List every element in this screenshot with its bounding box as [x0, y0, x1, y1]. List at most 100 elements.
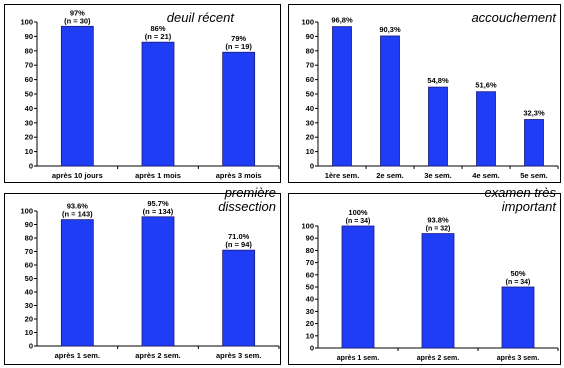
y-tick-label-2-40: 40 — [25, 288, 33, 297]
y-tick-label-3-80: 80 — [306, 246, 314, 255]
chart-title-2: dissection — [218, 199, 276, 214]
bar-3-0 — [341, 225, 375, 349]
x-tick-label-3-1: après 2 sem. — [417, 355, 459, 362]
x-tick-label-3-2: après 3 sem. — [497, 355, 539, 362]
y-tick-label-1-50: 50 — [306, 90, 314, 99]
y-tick-label-2-80: 80 — [25, 234, 33, 243]
y-tick-label-1-30: 30 — [306, 118, 314, 127]
bar-1-1 — [380, 35, 400, 167]
x-tick-label-1-2: 3e sem. — [424, 171, 452, 180]
chart-title-1: accouchement — [471, 10, 557, 25]
y-tick-label-0-60: 60 — [25, 75, 33, 84]
y-tick-label-3-0: 0 — [310, 344, 314, 353]
data-label-3-2: 50% — [510, 269, 525, 278]
x-tick-label-2-0: après 1 sem. — [55, 351, 100, 360]
n-label-3-1: (n = 32) — [426, 226, 451, 233]
y-tick-label-2-10: 10 — [25, 328, 33, 337]
y-tick-label-2-100: 100 — [20, 207, 33, 216]
x-tick-label-1-0: 1ère sem. — [325, 171, 360, 180]
data-label-0-0: 97% — [70, 8, 85, 17]
data-label-1-4: 32,3% — [523, 108, 545, 117]
y-tick-label-3-70: 70 — [306, 258, 314, 267]
n-label-0-0: (n = 30) — [64, 16, 91, 25]
x-tick-label-0-2: après 3 mois — [216, 171, 262, 180]
y-tick-label-0-30: 30 — [25, 118, 33, 127]
y-tick-label-1-10: 10 — [306, 147, 314, 156]
n-label-0-1: (n = 21) — [145, 32, 172, 41]
bar-3-2 — [501, 286, 535, 349]
y-tick-label-3-40: 40 — [306, 295, 314, 304]
bar-0-2 — [222, 51, 256, 167]
y-tick-label-1-70: 70 — [306, 61, 314, 70]
bar-2-2 — [222, 249, 256, 347]
x-tick-label-0-1: après 1 mois — [135, 171, 181, 180]
y-tick-label-1-60: 60 — [306, 75, 314, 84]
data-label-0-1: 86% — [150, 24, 165, 33]
y-tick-label-2-60: 60 — [25, 261, 33, 270]
data-label-1-0: 96,8% — [331, 16, 353, 25]
y-tick-label-1-100: 100 — [301, 18, 314, 27]
y-tick-label-2-90: 90 — [25, 220, 33, 229]
y-tick-label-3-50: 50 — [306, 283, 314, 292]
y-tick-label-0-100: 100 — [20, 18, 33, 27]
x-tick-label-2-2: après 3 sem. — [216, 351, 261, 360]
x-tick-label-2-1: après 2 sem. — [135, 351, 180, 360]
y-tick-label-1-0: 0 — [310, 162, 314, 171]
y-tick-label-0-20: 20 — [25, 133, 33, 142]
bar-0-0 — [60, 25, 94, 167]
data-label-1-1: 90,3% — [379, 25, 401, 34]
y-tick-label-2-70: 70 — [25, 247, 33, 256]
bar-1-0 — [332, 26, 352, 167]
bar-2-1 — [141, 216, 175, 347]
chart-title-0: deuil récent — [167, 10, 236, 25]
y-tick-label-0-40: 40 — [25, 104, 33, 113]
y-tick-label-1-40: 40 — [306, 104, 314, 113]
n-label-3-0: (n = 34) — [346, 218, 371, 225]
y-tick-label-3-100: 100 — [301, 222, 314, 231]
data-label-3-0: 100% — [348, 208, 368, 217]
x-tick-label-1-3: 4e sem. — [472, 171, 500, 180]
y-tick-label-3-10: 10 — [306, 331, 314, 340]
y-tick-label-0-80: 80 — [25, 46, 33, 55]
bar-1-4 — [524, 119, 544, 167]
y-tick-label-2-0: 0 — [29, 342, 33, 351]
y-tick-label-3-30: 30 — [306, 307, 314, 316]
y-tick-label-2-30: 30 — [25, 301, 33, 310]
data-label-2-2: 71.0% — [228, 232, 250, 241]
x-tick-label-1-4: 5e sem. — [520, 171, 548, 180]
chart-frame-1 — [288, 4, 561, 183]
y-tick-label-2-20: 20 — [25, 315, 33, 324]
y-tick-label-1-90: 90 — [306, 32, 314, 41]
y-tick-label-2-50: 50 — [25, 274, 33, 283]
chart-title-3: important — [502, 199, 558, 214]
n-label-2-2: (n = 94) — [225, 240, 252, 249]
y-tick-label-0-70: 70 — [25, 61, 33, 70]
bar-3-1 — [421, 233, 455, 349]
y-tick-label-1-80: 80 — [306, 46, 314, 55]
y-tick-label-1-20: 20 — [306, 133, 314, 142]
n-label-3-2: (n = 34) — [506, 279, 531, 286]
y-tick-label-3-90: 90 — [306, 234, 314, 243]
x-tick-label-0-0: après 10 jours — [52, 171, 103, 180]
x-tick-label-1-1: 2e sem. — [376, 171, 404, 180]
data-label-2-1: 95.7% — [147, 199, 169, 208]
data-label-1-3: 51,6% — [475, 81, 497, 90]
chart-title-3: examen très — [484, 185, 556, 200]
data-label-2-0: 93.6% — [67, 202, 89, 211]
x-tick-label-3-0: après 1 sem. — [337, 355, 379, 362]
data-label-0-2: 79% — [231, 34, 246, 43]
bar-2-0 — [60, 219, 94, 347]
y-tick-label-0-90: 90 — [25, 32, 33, 41]
bar-1-3 — [476, 91, 496, 167]
bar-0-1 — [141, 41, 175, 167]
chart-title-2: première — [224, 185, 276, 200]
n-label-0-2: (n = 19) — [225, 42, 252, 51]
y-tick-label-0-10: 10 — [25, 147, 33, 156]
bar-1-2 — [428, 86, 448, 167]
data-label-1-2: 54,8% — [427, 76, 449, 85]
y-tick-label-0-50: 50 — [25, 90, 33, 99]
data-label-3-1: 93.8% — [427, 216, 449, 225]
y-tick-label-3-20: 20 — [306, 319, 314, 328]
